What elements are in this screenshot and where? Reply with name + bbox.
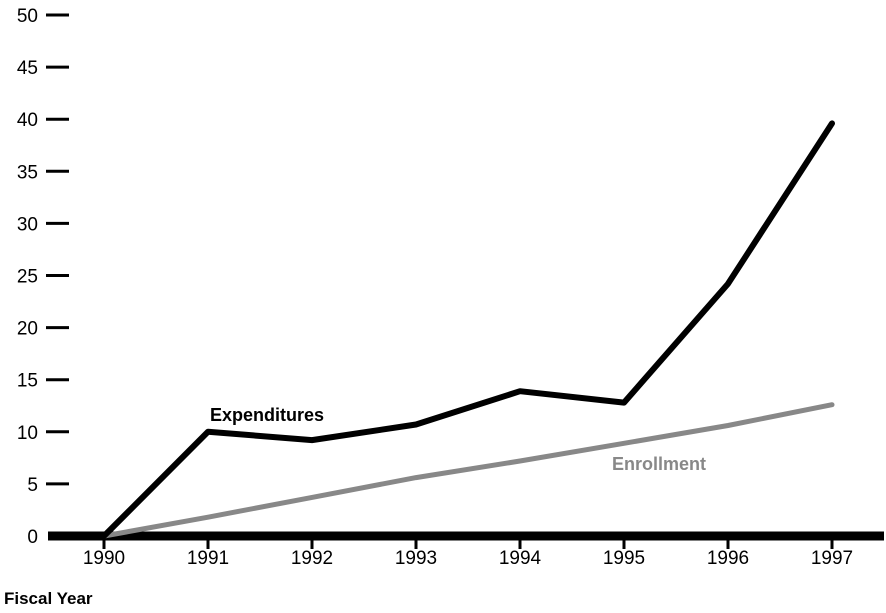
x-axis-title: Fiscal Year (4, 589, 93, 608)
y-tick-label: 40 (17, 110, 38, 131)
data-point-expenditures (415, 424, 417, 426)
x-tick-label: 1995 (603, 548, 645, 569)
y-tick-label: 50 (17, 6, 38, 27)
data-point-expenditures (831, 122, 833, 124)
data-point-expenditures (207, 431, 209, 433)
y-tick-label: 10 (17, 423, 38, 444)
data-point-expenditures (519, 390, 521, 392)
x-tick-label: 1991 (187, 548, 229, 569)
data-point-expenditures (623, 402, 625, 404)
series-layer (101, 120, 835, 539)
y-tick-label: 5 (27, 475, 38, 496)
series-line-enrollment (101, 402, 835, 539)
data-point-expenditures (311, 439, 313, 441)
x-tick-label: 1993 (395, 548, 437, 569)
y-tick-label: 30 (17, 214, 38, 235)
y-tick-label: 35 (17, 162, 38, 183)
y-tick-label: 25 (17, 267, 38, 288)
data-point-enrollment (207, 516, 209, 518)
data-point-enrollment (311, 496, 313, 498)
x-tick-label: 1994 (499, 548, 542, 569)
x-axis: 1990 1991 1992 1993 1994 1995 1996 1997 (48, 531, 884, 569)
data-point-expenditures (103, 535, 105, 537)
series-label-enrollment: Enrollment (612, 454, 706, 474)
x-tick-label: 1996 (707, 548, 749, 569)
y-tick-label: 45 (17, 58, 38, 79)
data-point-enrollment (519, 460, 521, 462)
data-point-enrollment (623, 442, 625, 444)
series-line-expenditures (101, 120, 835, 539)
x-tick-label: 1997 (811, 548, 853, 569)
y-tick-label: 15 (17, 371, 38, 392)
data-point-expenditures (727, 283, 729, 285)
x-tick-label: 1992 (291, 548, 333, 569)
y-tick-label: 20 (17, 319, 38, 340)
y-axis: 0 5 10 15 20 25 30 35 40 45 50 (17, 6, 69, 548)
data-point-enrollment (831, 404, 833, 406)
x-tick-label: 1990 (83, 548, 125, 569)
series-label-expenditures: Expenditures (210, 405, 324, 425)
y-tick-label: 0 (27, 527, 38, 548)
data-point-enrollment (415, 477, 417, 479)
data-point-enrollment (727, 425, 729, 427)
